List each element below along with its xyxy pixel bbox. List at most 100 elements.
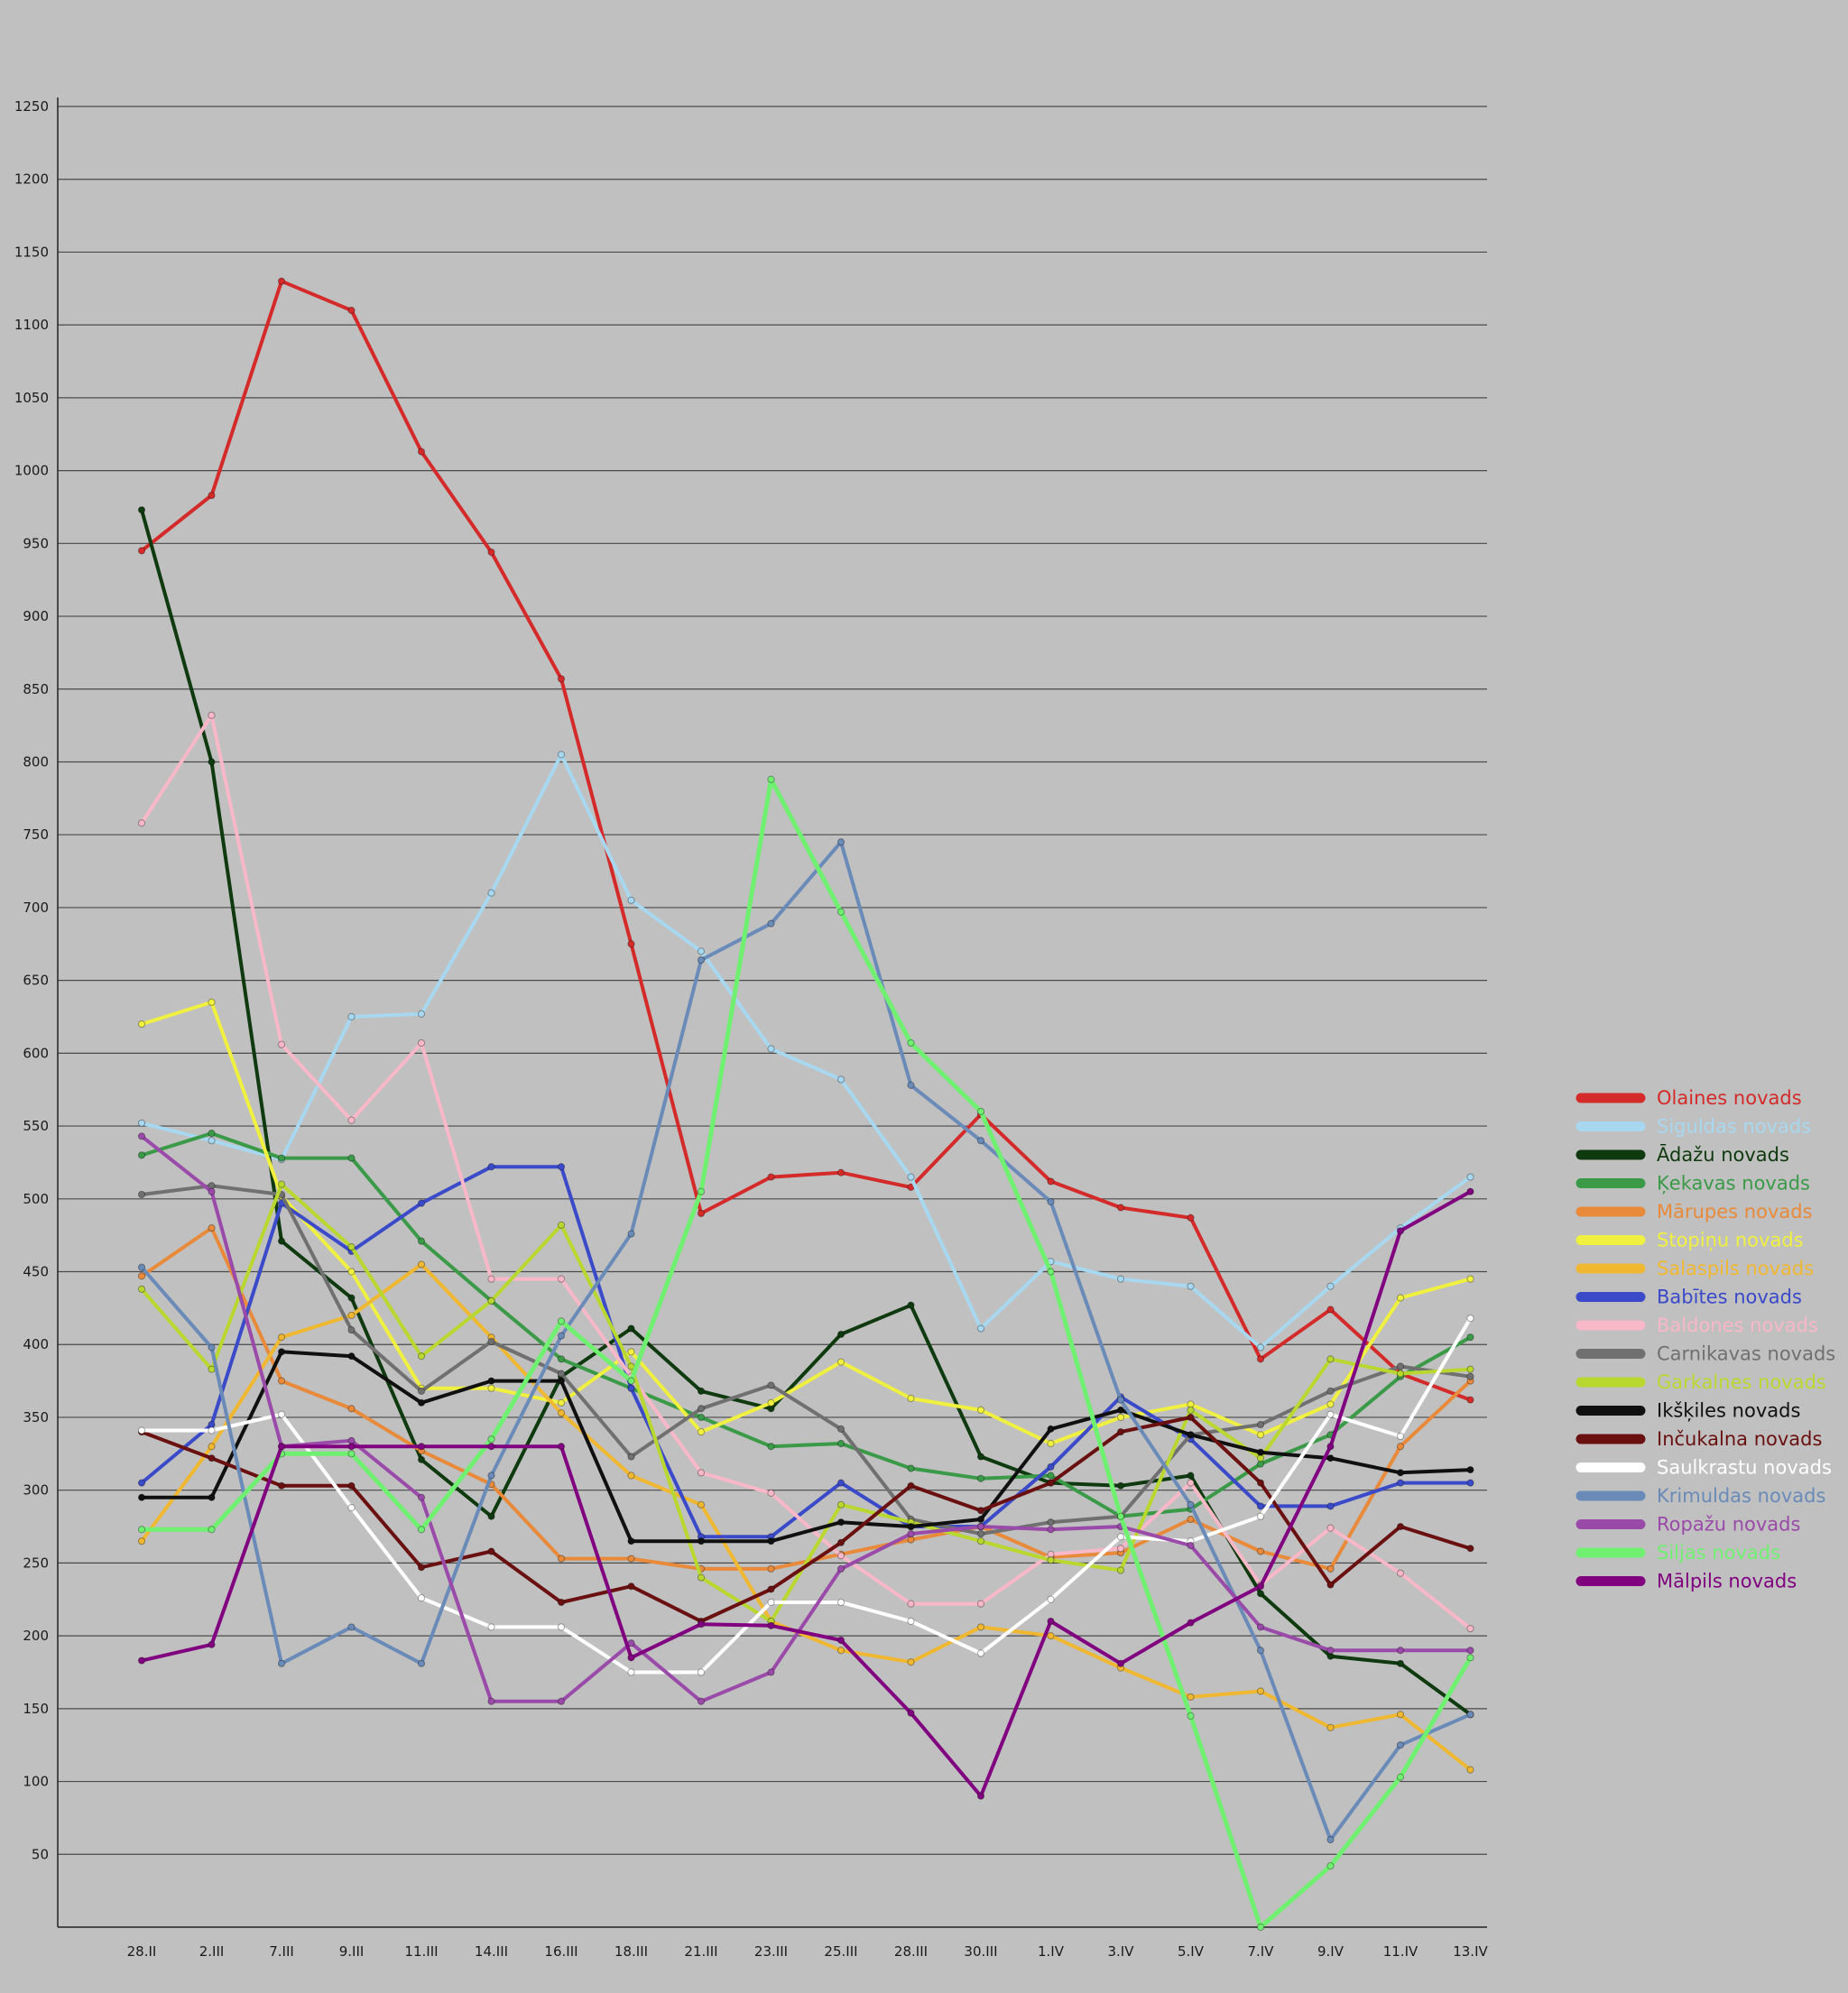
y-tick-labels: 50 100 150 200 250 300 350 400 450 500 550 600 650 70…: [14, 98, 49, 1862]
data-point: [1116, 1406, 1125, 1414]
data-point: [627, 1453, 635, 1461]
data-point: [976, 1324, 985, 1333]
y-tick-label: 900: [23, 608, 49, 624]
data-point: [907, 1530, 915, 1538]
data-point: [137, 1190, 146, 1199]
data-point: [1466, 1654, 1474, 1662]
data-point: [208, 1223, 216, 1232]
data-point: [697, 1413, 706, 1422]
x-tick-label: 16.III: [544, 1943, 578, 1960]
data-point: [1256, 1687, 1265, 1695]
data-point: [137, 1263, 146, 1271]
data-point: [208, 758, 216, 766]
data-point: [208, 1137, 216, 1145]
data-point: [137, 1132, 146, 1140]
data-point: [1187, 1541, 1195, 1550]
data-point: [697, 1387, 706, 1396]
data-point: [417, 1455, 426, 1463]
x-tick-label: 13.IV: [1453, 1943, 1488, 1960]
data-point: [907, 1600, 915, 1608]
x-tick-label: 11.IV: [1383, 1943, 1418, 1960]
data-point: [627, 1377, 635, 1385]
x-tick-label: 23.III: [754, 1943, 788, 1960]
data-point: [976, 1522, 985, 1531]
y-tick-label: 1200: [14, 171, 49, 188]
data-point: [836, 1636, 845, 1645]
data-point: [767, 1489, 775, 1498]
legend-label: Ropažu novads: [1657, 1514, 1800, 1536]
data-point: [1326, 1524, 1335, 1532]
data-point: [836, 908, 845, 916]
data-point: [767, 1598, 775, 1607]
data-point: [417, 1564, 426, 1572]
series-line: [140, 1316, 1473, 1675]
y-tick-label: 400: [23, 1336, 49, 1352]
data-point: [1187, 1406, 1195, 1414]
data-point: [487, 1697, 495, 1705]
series-line: [140, 1262, 1473, 1772]
data-point: [1047, 1595, 1055, 1603]
legend-label: Krimuldas novads: [1657, 1485, 1825, 1507]
series-line: [140, 1131, 1473, 1518]
data-point: [557, 675, 566, 683]
data-point: [1187, 1619, 1195, 1627]
data-point: [767, 1537, 775, 1545]
x-tick-label: 11.III: [404, 1943, 438, 1960]
data-point: [1396, 1362, 1405, 1370]
legend: Olaines novads Siguldas novads Ādažu novad…: [1575, 1087, 1835, 1592]
data-point: [697, 1500, 706, 1509]
data-point: [347, 1012, 356, 1021]
data-point: [557, 1555, 566, 1563]
legend-label: Mārupes novads: [1657, 1201, 1813, 1223]
data-point: [836, 1168, 845, 1176]
data-point: [557, 1275, 566, 1283]
data-point: [1116, 1659, 1125, 1667]
data-point: [627, 896, 635, 904]
data-point: [907, 1394, 915, 1403]
series-line: [140, 1184, 1473, 1536]
data-point: [1396, 1569, 1405, 1577]
data-point: [1326, 1282, 1335, 1290]
data-point: [907, 1481, 915, 1490]
data-point: [1187, 1213, 1195, 1222]
data-point: [767, 1173, 775, 1181]
series-line: [140, 840, 1473, 1842]
data-point: [1466, 1275, 1474, 1283]
series-line: [140, 1134, 1473, 1703]
data-point: [836, 1425, 845, 1433]
data-point: [347, 1443, 356, 1451]
data-point: [976, 1406, 985, 1414]
data-point: [137, 1426, 146, 1435]
data-point: [767, 1381, 775, 1389]
legend-label: Saulkrastu novads: [1657, 1457, 1832, 1479]
y-tick-label: 850: [23, 681, 49, 697]
data-point: [1326, 1410, 1335, 1418]
data-point: [627, 1384, 635, 1392]
data-point: [976, 1623, 985, 1631]
data-point: [1047, 1177, 1055, 1186]
data-point: [1466, 1315, 1474, 1323]
data-point: [767, 775, 775, 783]
data-point: [137, 1020, 146, 1029]
data-point: [417, 1493, 426, 1501]
data-point: [1256, 1355, 1265, 1363]
data-point: [627, 1537, 635, 1545]
data-point: [347, 1405, 356, 1413]
data-point: [1256, 1420, 1265, 1429]
data-point: [1116, 1275, 1125, 1283]
data-point: [487, 889, 495, 897]
data-point: [767, 919, 775, 927]
data-point: [1187, 1515, 1195, 1524]
data-point: [557, 1355, 566, 1363]
x-tick-label: 9.III: [339, 1943, 365, 1960]
data-point: [1116, 1545, 1125, 1553]
data-point: [697, 1537, 706, 1545]
data-point: [137, 1526, 146, 1534]
data-point: [487, 1296, 495, 1305]
y-tick-label: 600: [23, 1045, 49, 1061]
series-line: [140, 1165, 1473, 1539]
data-point: [347, 1481, 356, 1490]
axes: [57, 97, 1487, 1928]
data-point: [976, 1507, 985, 1515]
data-point: [417, 1237, 426, 1245]
